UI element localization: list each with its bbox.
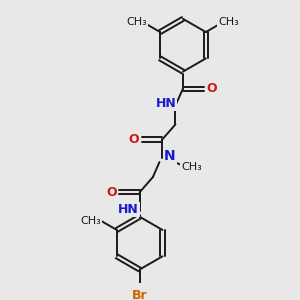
Text: CH₃: CH₃	[218, 17, 239, 27]
Text: CH₃: CH₃	[181, 162, 202, 172]
Text: O: O	[106, 186, 117, 199]
Text: O: O	[129, 133, 139, 146]
Text: N: N	[164, 149, 176, 164]
Text: O: O	[206, 82, 217, 95]
Text: CH₃: CH₃	[81, 215, 101, 226]
Text: Br: Br	[132, 290, 147, 300]
Text: CH₃: CH₃	[127, 17, 148, 27]
Text: HN: HN	[118, 203, 139, 216]
Text: HN: HN	[156, 97, 176, 110]
